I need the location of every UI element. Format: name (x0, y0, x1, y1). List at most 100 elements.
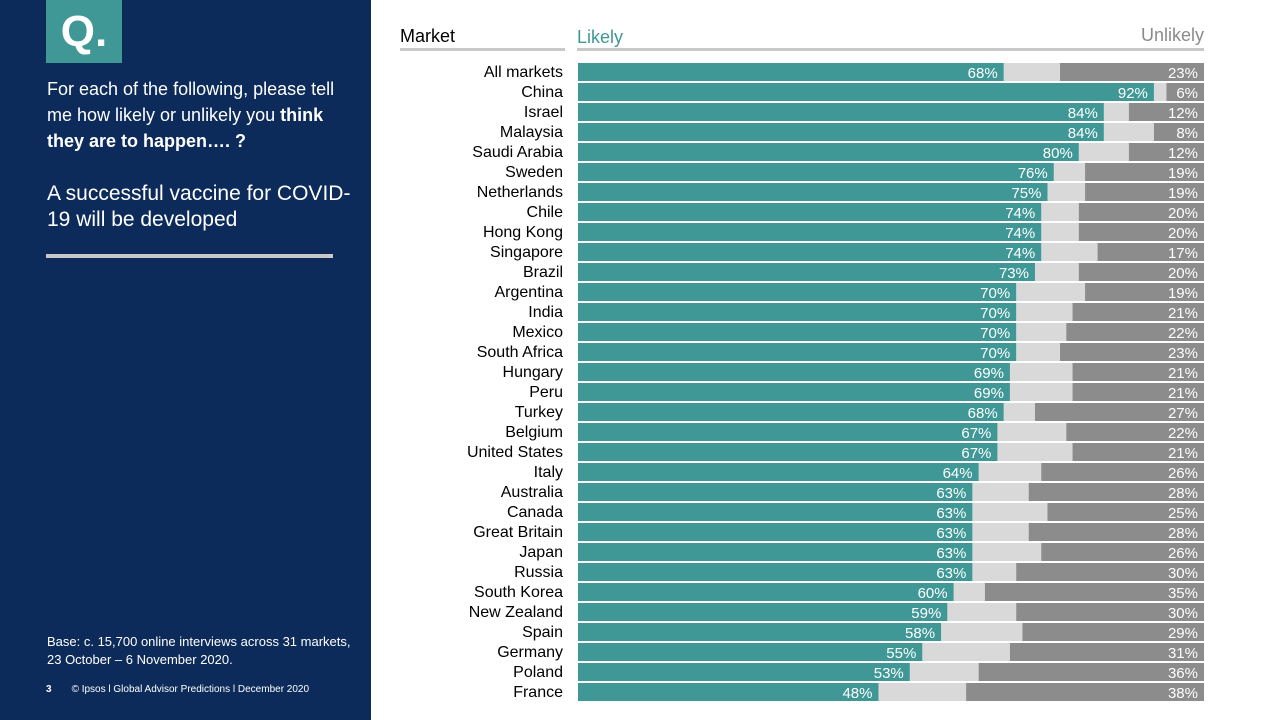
unlikely-value-label: 30% (1168, 605, 1198, 622)
market-label: India (528, 304, 563, 321)
footer: 3 © Ipsos l Global Advisor Predictions l … (46, 684, 309, 695)
market-label: Argentina (495, 284, 564, 301)
bar-likely (578, 143, 1079, 161)
bar-likely (578, 503, 973, 521)
unlikely-value-label: 38% (1168, 685, 1198, 702)
bar-neutral (878, 683, 967, 701)
bar-likely (578, 303, 1017, 321)
bar-unlikely (1028, 483, 1204, 501)
unlikely-value-label: 29% (1168, 625, 1198, 642)
bar-row: Canada 63% 25% (507, 503, 1204, 522)
market-label: Saudi Arabia (472, 144, 563, 161)
bar-likely (578, 563, 973, 581)
bar-row: France 48% 38% (513, 683, 1204, 702)
bar-row: Hong Kong 74% 20% (483, 223, 1204, 242)
bar-neutral (1041, 223, 1079, 241)
bar-neutral (972, 483, 1029, 501)
unlikely-value-label: 20% (1168, 265, 1198, 282)
chart-header-rule (577, 48, 1204, 51)
bar-unlikely (1085, 183, 1204, 201)
market-label: Japan (519, 544, 563, 561)
bar-unlikely (1016, 603, 1204, 621)
market-label: Chile (527, 204, 564, 221)
bar-likely (578, 183, 1048, 201)
bar-neutral (972, 523, 1029, 541)
bar-likely (578, 443, 998, 461)
bar-unlikely (1128, 103, 1204, 121)
likely-value-label: 74% (1005, 225, 1035, 242)
bar-row: Spain 58% 29% (522, 623, 1204, 642)
bar-neutral (1016, 303, 1073, 321)
bar-neutral (1003, 403, 1035, 421)
bar-likely (578, 523, 973, 541)
market-label: United States (467, 444, 563, 461)
bar-unlikely (1041, 543, 1204, 561)
bar-row: Italy 64% 26% (534, 463, 1204, 482)
likely-value-label: 69% (974, 385, 1004, 402)
market-label: Turkey (515, 404, 563, 421)
bar-row: New Zealand 59% 30% (469, 603, 1204, 622)
market-label: Spain (522, 624, 563, 641)
bar-likely (578, 603, 948, 621)
bar-likely (578, 263, 1035, 281)
bar-likely (578, 543, 973, 561)
bar-unlikely (1078, 263, 1204, 281)
likely-value-label: 84% (1068, 105, 1098, 122)
bar-neutral (1103, 123, 1154, 141)
market-label: Australia (501, 484, 563, 501)
bar-row: Hungary 69% 21% (503, 363, 1204, 382)
likely-value-label: 70% (980, 325, 1010, 342)
bar-row: South Africa 70% 23% (477, 343, 1204, 362)
bar-likely (578, 123, 1104, 141)
bar-row: Israel 84% 12% (524, 103, 1204, 122)
unlikely-value-label: 6% (1176, 85, 1198, 102)
unlikely-value-label: 19% (1168, 185, 1198, 202)
bar-likely (578, 383, 1010, 401)
base-note: Base: c. 15,700 online interviews across… (47, 634, 351, 667)
likely-value-label: 60% (918, 585, 948, 602)
bar-neutral (1041, 243, 1098, 261)
market-label: Canada (507, 504, 563, 521)
unlikely-value-label: 20% (1168, 205, 1198, 222)
bar-neutral (947, 603, 1017, 621)
bar-unlikely (966, 683, 1204, 701)
likely-value-label: 75% (1011, 185, 1041, 202)
market-label: Hong Kong (483, 224, 563, 241)
market-label: Germany (497, 644, 563, 661)
bar-row: Netherlands 75% 19% (477, 183, 1204, 202)
market-label: Israel (524, 104, 563, 121)
unlikely-value-label: 19% (1168, 165, 1198, 182)
unlikely-value-label: 28% (1168, 525, 1198, 542)
unlikely-value-label: 26% (1168, 545, 1198, 562)
unlikely-value-label: 21% (1168, 365, 1198, 382)
bar-likely (578, 243, 1042, 261)
bar-unlikely (1009, 643, 1204, 661)
market-label: Singapore (490, 244, 563, 261)
unlikely-value-label: 23% (1168, 65, 1198, 82)
likely-value-label: 70% (980, 305, 1010, 322)
likely-value-label: 67% (961, 425, 991, 442)
bar-neutral (1016, 283, 1086, 301)
likely-value-label: 69% (974, 365, 1004, 382)
bar-likely (578, 483, 973, 501)
bar-neutral (922, 643, 1010, 661)
market-label: South Korea (474, 584, 563, 601)
bar-neutral (972, 503, 1048, 521)
bar-unlikely (1066, 423, 1204, 441)
likely-value-label: 70% (980, 345, 1010, 362)
bar-row: Germany 55% 31% (497, 643, 1204, 662)
bar-neutral (1034, 263, 1079, 281)
likely-value-label: 63% (936, 485, 966, 502)
bar-row: Poland 53% 36% (513, 663, 1204, 682)
unlikely-value-label: 17% (1168, 245, 1198, 262)
bar-unlikely (1072, 363, 1204, 381)
bar-row: Great Britain 63% 28% (473, 523, 1204, 542)
unlikely-value-label: 21% (1168, 305, 1198, 322)
bar-likely (578, 463, 979, 481)
bar-row: United States 67% 21% (467, 443, 1204, 462)
bar-unlikely (1034, 403, 1204, 421)
unlikely-value-label: 36% (1168, 665, 1198, 682)
unlikely-value-label: 22% (1168, 325, 1198, 342)
likely-value-label: 76% (1018, 165, 1048, 182)
